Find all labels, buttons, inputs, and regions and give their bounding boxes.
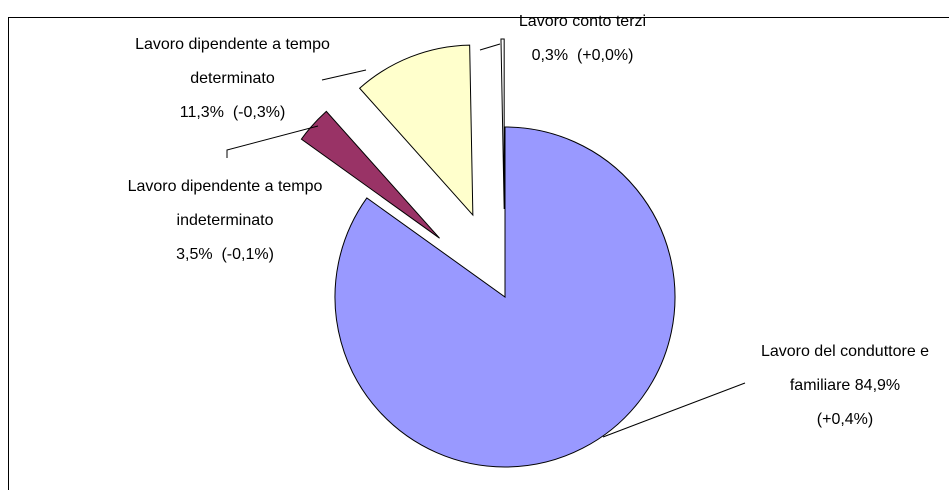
value-row: 0,3% (+0,0%) xyxy=(505,39,660,73)
change-label: (-0,1%) xyxy=(221,246,274,263)
change-label: (+0,4%) xyxy=(816,411,874,428)
slice-label: Lavoro dipendente a tempo determinato 11,… xyxy=(130,28,335,130)
leader-line xyxy=(602,382,746,438)
value-row: 11,3% (-0,3%) xyxy=(130,96,335,130)
value-row: 3,5% (-0,1%) xyxy=(120,238,330,272)
leader-line xyxy=(321,69,367,81)
leader-line xyxy=(479,43,501,51)
pie-slice xyxy=(500,38,505,210)
pie-slice xyxy=(300,110,440,239)
category-label: Lavoro del conduttore e familiare xyxy=(760,343,930,394)
value-label: 84,9% xyxy=(854,377,901,394)
value-label: 11,3% xyxy=(179,104,224,121)
change-label: (-0,3%) xyxy=(232,104,286,121)
value-label: 0,3% xyxy=(531,47,569,64)
change-label: (+0,0%) xyxy=(576,47,634,64)
chart-frame xyxy=(8,17,949,490)
slice-label: Lavoro del conduttore e familiare 84,9% (… xyxy=(750,335,940,437)
category-label: Lavoro dipendente a tempo indeterminato xyxy=(127,178,323,229)
leader-line xyxy=(226,125,319,158)
value-label: 3,5% xyxy=(176,246,213,263)
category-label: Lavoro conto terzi xyxy=(518,13,647,30)
category-label: Lavoro dipendente a tempo determinato xyxy=(135,36,330,87)
slice-label: Lavoro conto terzi 0,3% (+0,0%) xyxy=(505,5,660,73)
pie-slice xyxy=(334,126,676,468)
pie-slice xyxy=(358,44,474,217)
slice-label: Lavoro dipendente a tempo indeterminato 3… xyxy=(120,170,330,272)
